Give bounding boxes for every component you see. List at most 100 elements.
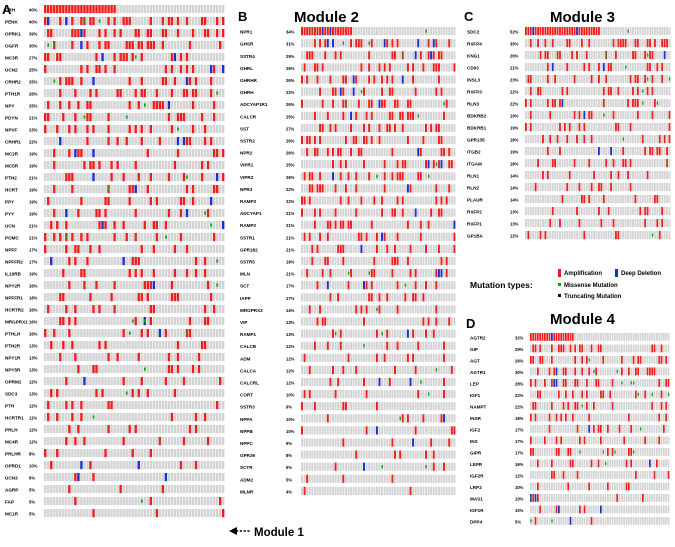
sample-cell-unaltered: [89, 209, 92, 218]
sample-cell-unaltered: [432, 123, 435, 133]
sample-cell-unaltered: [173, 413, 177, 422]
sample-cell-unaltered: [137, 197, 140, 206]
sample-cell-unaltered: [425, 317, 427, 326]
sample-cell-unaltered: [179, 401, 183, 410]
sample-cell-unaltered: [329, 305, 332, 314]
sample-cell-unaltered: [350, 87, 353, 96]
sample-cell-unaltered: [321, 281, 324, 290]
sample-cell-amplification: [406, 135, 409, 145]
sample-cell-unaltered: [399, 329, 402, 338]
sample-cell-unaltered: [215, 317, 219, 326]
sample-cell-unaltered: [44, 497, 47, 506]
sample-cell-unaltered: [185, 125, 189, 134]
sample-cell-unaltered: [194, 497, 198, 506]
sample-cell-unaltered: [155, 149, 159, 158]
sample-cell-amplification: [173, 77, 177, 86]
sample-cell-unaltered: [344, 208, 347, 217]
sample-cell-deletion: [83, 377, 86, 386]
sample-cell-unaltered: [134, 245, 137, 254]
sample-cell-unaltered: [337, 172, 340, 181]
sample-cell-unaltered: [383, 256, 386, 266]
sample-cell-unaltered: [65, 293, 68, 302]
sample-cell-unaltered: [301, 293, 303, 302]
sample-cell-unaltered: [427, 63, 430, 72]
sample-cell-unaltered: [170, 149, 174, 158]
sample-cell-unaltered: [378, 148, 381, 157]
sample-cell-unaltered: [342, 341, 345, 350]
sample-cell-unaltered: [221, 437, 225, 446]
sample-cell-unaltered: [419, 123, 422, 133]
sample-cell-unaltered: [68, 305, 71, 314]
sample-cell-unaltered: [427, 27, 430, 36]
sample-cell-unaltered: [319, 281, 322, 290]
sample-cell-unaltered: [89, 53, 92, 62]
sample-cell-unaltered: [80, 449, 83, 458]
sample-cell-amplification: [414, 293, 417, 302]
sample-cell-unaltered: [324, 75, 327, 84]
sample-cell-unaltered: [179, 281, 183, 290]
sample-cell-amplification: [122, 17, 125, 26]
sample-cell-amplification: [344, 160, 347, 169]
sample-cell-amplification: [95, 53, 98, 62]
sample-cell-amplification: [427, 51, 430, 60]
sample-cell-deletion: [221, 65, 225, 74]
sample-cell-unaltered: [128, 497, 131, 506]
sample-cell-unaltered: [334, 256, 337, 266]
sample-cell-unaltered: [432, 27, 435, 36]
sample-cell-unaltered: [308, 414, 311, 423]
sample-cell-amplification: [313, 402, 316, 411]
missense-mark: [144, 367, 146, 371]
sample-cell-amplification: [383, 232, 386, 241]
sample-cell-unaltered: [339, 426, 342, 435]
sample-cell-unaltered: [344, 244, 347, 254]
alteration-percent: 23%: [29, 128, 38, 133]
sample-cell-unaltered: [128, 365, 131, 374]
sample-cell-unaltered: [80, 437, 83, 446]
sample-cell-unaltered: [86, 293, 89, 302]
sample-cell-unaltered: [430, 184, 433, 193]
sample-cell-unaltered: [173, 197, 177, 206]
sample-cell-unaltered: [326, 99, 329, 108]
sample-cell-unaltered: [357, 426, 360, 435]
sample-cell-amplification: [155, 509, 159, 518]
sample-cell-unaltered: [137, 341, 140, 350]
sample-cell-unaltered: [182, 5, 186, 14]
sample-cell-unaltered: [409, 75, 412, 84]
sample-cell-unaltered: [191, 341, 195, 350]
sample-cell-unaltered: [316, 305, 319, 314]
sample-cell-unaltered: [140, 341, 143, 350]
sample-cell-unaltered: [170, 173, 174, 182]
sample-cell-unaltered: [80, 245, 83, 254]
sample-cell-unaltered: [137, 281, 140, 290]
sample-cell-unaltered: [155, 29, 159, 38]
sample-cell-amplification: [414, 281, 417, 290]
sample-cell-unaltered: [98, 233, 101, 242]
sample-cell-amplification: [355, 450, 358, 459]
sample-cell-unaltered: [365, 450, 368, 459]
sample-cell-unaltered: [347, 414, 350, 423]
sample-cell-amplification: [350, 27, 353, 36]
sample-cell-unaltered: [101, 197, 104, 206]
sample-cell-unaltered: [339, 123, 342, 133]
sample-cell-unaltered: [370, 160, 373, 169]
sample-cell-unaltered: [149, 77, 152, 86]
sample-cell-unaltered: [149, 413, 152, 422]
sample-cell-amplification: [319, 232, 322, 241]
sample-cell-amplification: [176, 353, 180, 362]
sample-cell-unaltered: [47, 77, 50, 86]
sample-cell-unaltered: [301, 462, 303, 471]
sample-cell-amplification: [200, 17, 204, 26]
sample-cell-unaltered: [313, 438, 316, 447]
sample-cell-amplification: [56, 125, 59, 134]
sample-cell-unaltered: [206, 221, 210, 230]
sample-cell-unaltered: [188, 281, 192, 290]
sample-cell-unaltered: [303, 414, 306, 423]
sample-cell-deletion: [412, 438, 415, 447]
sample-cell-unaltered: [98, 461, 101, 470]
sample-cell-unaltered: [89, 185, 92, 194]
sample-cell-unaltered: [388, 75, 391, 84]
sample-cell-amplification: [167, 173, 171, 182]
sample-cell-unaltered: [308, 329, 311, 338]
sample-cell-unaltered: [329, 51, 332, 60]
sample-cell-unaltered: [355, 329, 358, 338]
